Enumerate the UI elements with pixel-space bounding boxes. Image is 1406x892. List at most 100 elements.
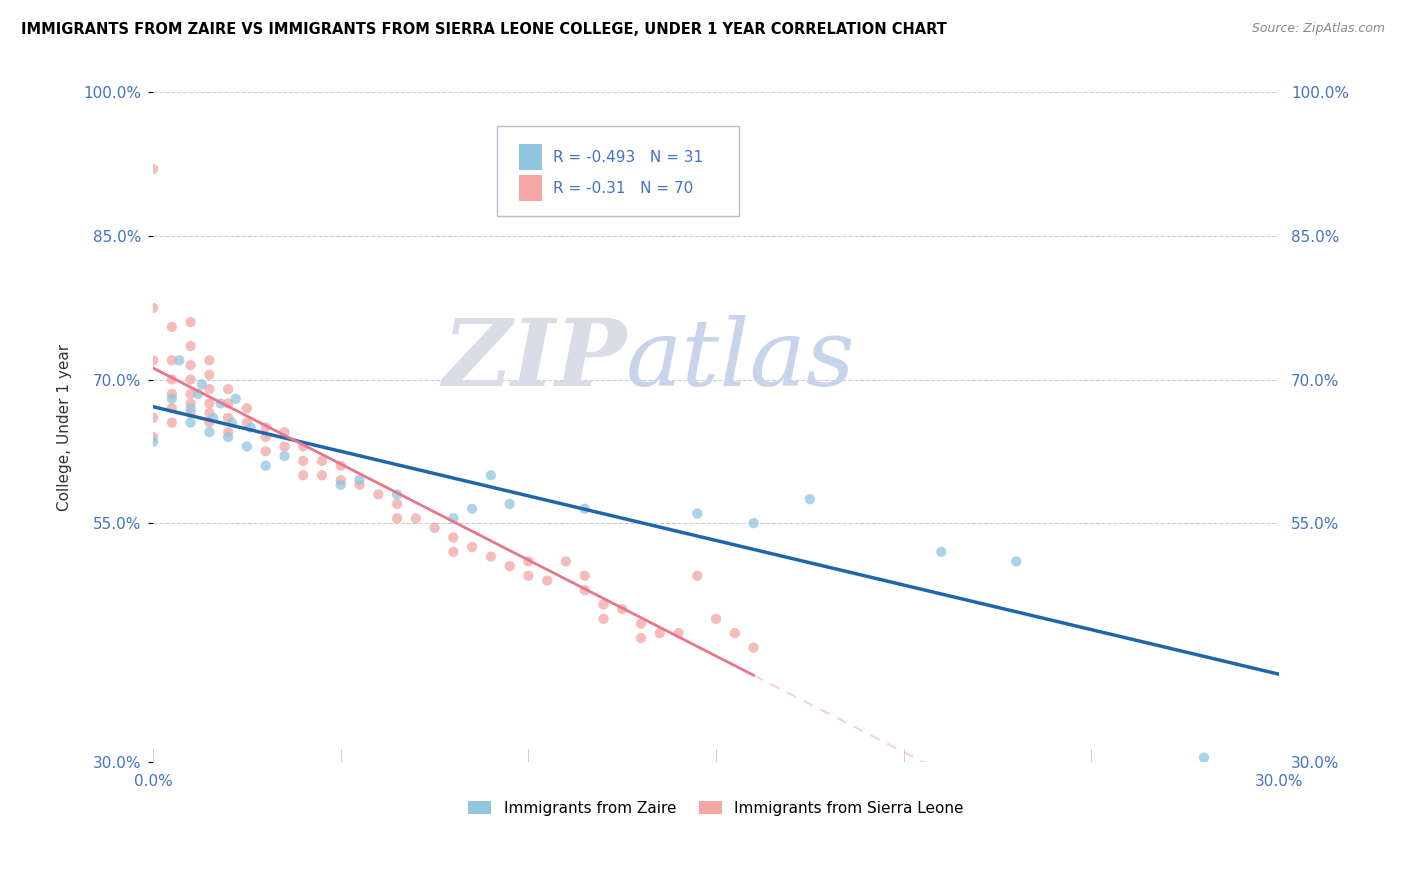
Point <box>349 473 371 487</box>
Point <box>160 416 183 430</box>
Point <box>498 559 520 574</box>
Point <box>292 454 315 468</box>
Point <box>142 353 165 368</box>
Point <box>217 382 239 396</box>
FancyBboxPatch shape <box>519 145 541 170</box>
Point <box>198 416 221 430</box>
Point <box>273 425 295 440</box>
Point <box>1192 750 1215 764</box>
Point <box>929 545 952 559</box>
Text: R = -0.493   N = 31: R = -0.493 N = 31 <box>553 150 703 165</box>
Point <box>648 626 671 640</box>
Point <box>180 358 202 372</box>
Point <box>217 430 239 444</box>
Point <box>187 387 209 401</box>
FancyBboxPatch shape <box>519 176 541 201</box>
Point <box>160 387 183 401</box>
Point <box>367 487 389 501</box>
Point <box>668 626 690 640</box>
Point <box>405 511 427 525</box>
FancyBboxPatch shape <box>496 126 738 217</box>
Point <box>236 416 259 430</box>
Point <box>479 549 502 564</box>
Point <box>254 444 277 458</box>
Point <box>180 315 202 329</box>
Point <box>254 430 277 444</box>
Point <box>217 396 239 410</box>
Point <box>191 377 214 392</box>
Point <box>254 458 277 473</box>
Point <box>686 507 709 521</box>
Point <box>517 568 540 582</box>
Point <box>574 583 596 598</box>
Point <box>742 640 765 655</box>
Point <box>180 339 202 353</box>
Point <box>160 319 183 334</box>
Text: IMMIGRANTS FROM ZAIRE VS IMMIGRANTS FROM SIERRA LEONE COLLEGE, UNDER 1 YEAR CORR: IMMIGRANTS FROM ZAIRE VS IMMIGRANTS FROM… <box>21 22 948 37</box>
Point <box>461 540 484 554</box>
Point <box>630 616 652 631</box>
Point <box>273 449 295 463</box>
Point <box>329 458 352 473</box>
Point <box>202 410 225 425</box>
Point <box>574 568 596 582</box>
Text: ZIP: ZIP <box>441 316 626 405</box>
Point <box>799 492 821 507</box>
Point <box>329 473 352 487</box>
Point <box>142 161 165 176</box>
Point <box>1005 554 1028 568</box>
Point <box>329 478 352 492</box>
Point <box>160 392 183 406</box>
Point <box>592 598 614 612</box>
Point <box>742 516 765 530</box>
Point <box>292 440 315 454</box>
Point <box>198 425 221 440</box>
Point <box>180 416 202 430</box>
Point <box>498 497 520 511</box>
Point <box>536 574 558 588</box>
Text: atlas: atlas <box>626 316 855 405</box>
Point <box>142 430 165 444</box>
Point <box>236 401 259 416</box>
Point <box>198 406 221 420</box>
Point <box>160 401 183 416</box>
Point <box>441 511 464 525</box>
Point <box>239 420 262 434</box>
Point <box>254 420 277 434</box>
Point <box>180 387 202 401</box>
Point <box>461 501 484 516</box>
Point <box>273 440 295 454</box>
Point <box>385 511 408 525</box>
Point <box>555 554 578 568</box>
Point <box>180 406 202 420</box>
Point <box>221 416 243 430</box>
Point <box>704 612 727 626</box>
Point <box>198 368 221 382</box>
Point <box>630 631 652 645</box>
Point <box>217 410 239 425</box>
Point <box>423 521 446 535</box>
Point <box>592 612 614 626</box>
Text: R = -0.31   N = 70: R = -0.31 N = 70 <box>553 180 693 195</box>
Point <box>385 487 408 501</box>
Point <box>142 434 165 449</box>
Point <box>225 392 247 406</box>
Point <box>479 468 502 483</box>
Point <box>441 545 464 559</box>
Point <box>169 353 191 368</box>
Point <box>198 382 221 396</box>
Point <box>180 396 202 410</box>
Text: Source: ZipAtlas.com: Source: ZipAtlas.com <box>1251 22 1385 36</box>
Point <box>160 353 183 368</box>
Point <box>311 454 333 468</box>
Point <box>292 468 315 483</box>
Point <box>180 372 202 386</box>
Point <box>198 353 221 368</box>
Point <box>311 468 333 483</box>
Point <box>180 401 202 416</box>
Point <box>686 568 709 582</box>
Legend: Immigrants from Zaire, Immigrants from Sierra Leone: Immigrants from Zaire, Immigrants from S… <box>463 795 970 822</box>
Point <box>160 372 183 386</box>
Point <box>612 602 634 616</box>
Point <box>217 425 239 440</box>
